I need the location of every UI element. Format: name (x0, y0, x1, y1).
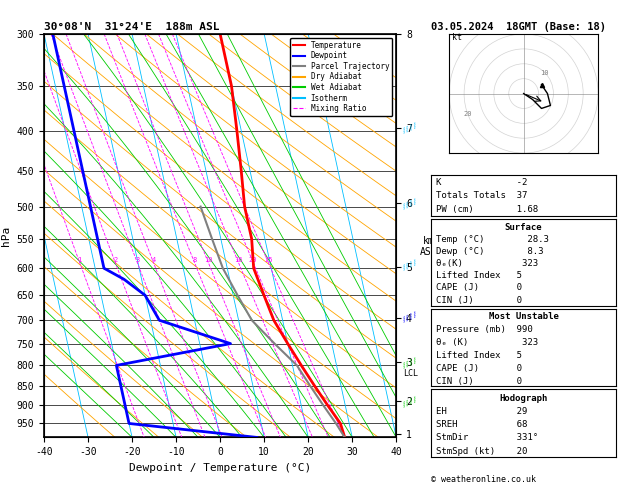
Text: Surface: Surface (505, 223, 542, 232)
Text: CIN (J)        0: CIN (J) 0 (437, 295, 523, 305)
Text: Pressure (mb)  990: Pressure (mb) 990 (437, 325, 533, 334)
Text: 16: 16 (234, 257, 243, 262)
Text: Totals Totals  37: Totals Totals 37 (437, 191, 528, 201)
Text: Most Unstable: Most Unstable (489, 312, 559, 322)
X-axis label: Dewpoint / Temperature (°C): Dewpoint / Temperature (°C) (129, 463, 311, 473)
Text: PW (cm)        1.68: PW (cm) 1.68 (437, 205, 538, 214)
Text: ////: //// (401, 356, 421, 375)
Text: Lifted Index   5: Lifted Index 5 (437, 271, 523, 280)
Text: 8: 8 (192, 257, 197, 262)
Y-axis label: hPa: hPa (1, 226, 11, 246)
Text: Hodograph: Hodograph (499, 394, 548, 402)
Text: ////: //// (401, 122, 421, 141)
Text: 20: 20 (249, 257, 257, 262)
Text: ////: //// (401, 259, 421, 278)
Text: CAPE (J)       0: CAPE (J) 0 (437, 364, 523, 373)
Text: ////: //// (401, 396, 421, 415)
Text: 1: 1 (77, 257, 82, 262)
Text: 4: 4 (152, 257, 155, 262)
Text: SREH           68: SREH 68 (437, 420, 528, 429)
Text: StmDir         331°: StmDir 331° (437, 434, 538, 442)
Text: LCL: LCL (403, 369, 418, 378)
Text: θₑ(K)           323: θₑ(K) 323 (437, 260, 538, 268)
Text: 3: 3 (135, 257, 140, 262)
Text: 10: 10 (204, 257, 213, 262)
Y-axis label: km
ASL: km ASL (420, 236, 437, 257)
Text: 10: 10 (540, 69, 549, 75)
Text: EH             29: EH 29 (437, 407, 528, 416)
Text: θₑ (K)          323: θₑ (K) 323 (437, 338, 538, 347)
Text: Dewp (°C)        8.3: Dewp (°C) 8.3 (437, 247, 544, 256)
Text: CIN (J)        0: CIN (J) 0 (437, 377, 523, 386)
Text: 30°08'N  31°24'E  188m ASL: 30°08'N 31°24'E 188m ASL (44, 22, 220, 32)
Text: © weatheronline.co.uk: © weatheronline.co.uk (431, 474, 536, 484)
Text: ////: //// (401, 311, 421, 330)
Text: 2: 2 (113, 257, 118, 262)
Text: CAPE (J)       0: CAPE (J) 0 (437, 283, 523, 293)
Text: ////: //// (401, 197, 421, 216)
Text: StmSpd (kt)    20: StmSpd (kt) 20 (437, 447, 528, 456)
Text: Temp (°C)        28.3: Temp (°C) 28.3 (437, 235, 549, 244)
Text: Lifted Index   5: Lifted Index 5 (437, 351, 523, 360)
Text: 25: 25 (264, 257, 272, 262)
Text: 03.05.2024  18GMT (Base: 18): 03.05.2024 18GMT (Base: 18) (431, 22, 606, 32)
Text: K              -2: K -2 (437, 178, 528, 187)
Text: 20: 20 (464, 111, 472, 117)
Legend: Temperature, Dewpoint, Parcel Trajectory, Dry Adiabat, Wet Adiabat, Isotherm, Mi: Temperature, Dewpoint, Parcel Trajectory… (290, 38, 392, 116)
Text: kt: kt (452, 33, 462, 42)
